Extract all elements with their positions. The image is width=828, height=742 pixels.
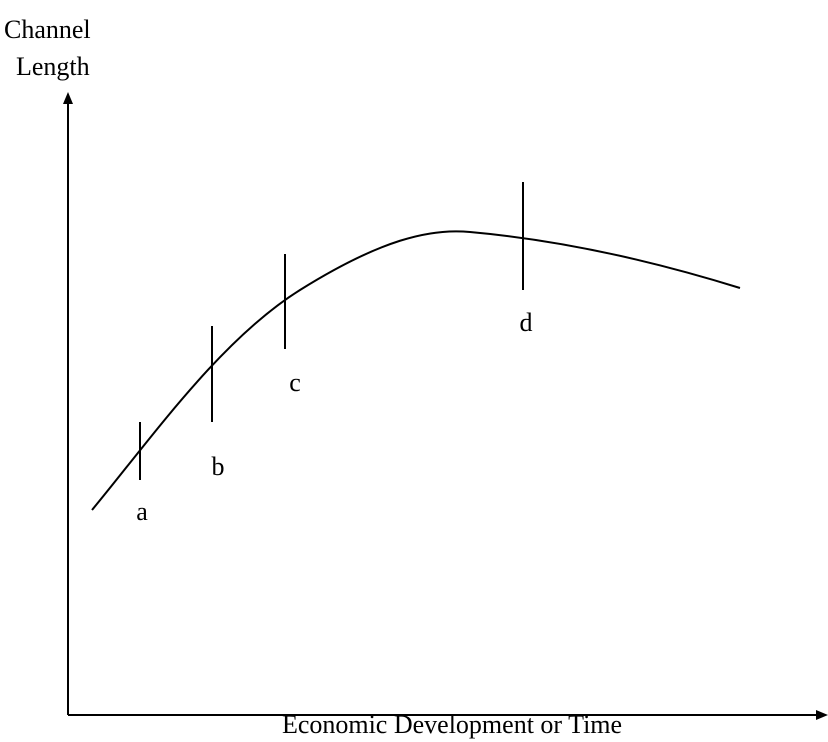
marker-label: c: [289, 368, 301, 397]
y-axis-label: Channel: [4, 15, 91, 44]
x-axis-label: Economic Development or Time: [282, 710, 622, 739]
marker-label: a: [136, 497, 148, 526]
y-axis-arrow: [63, 92, 73, 104]
curve: [91, 230, 741, 511]
marker-label: b: [212, 452, 225, 481]
marker-label: d: [520, 308, 533, 337]
x-axis-arrow: [816, 710, 828, 720]
y-axis-label: Length: [16, 52, 90, 81]
